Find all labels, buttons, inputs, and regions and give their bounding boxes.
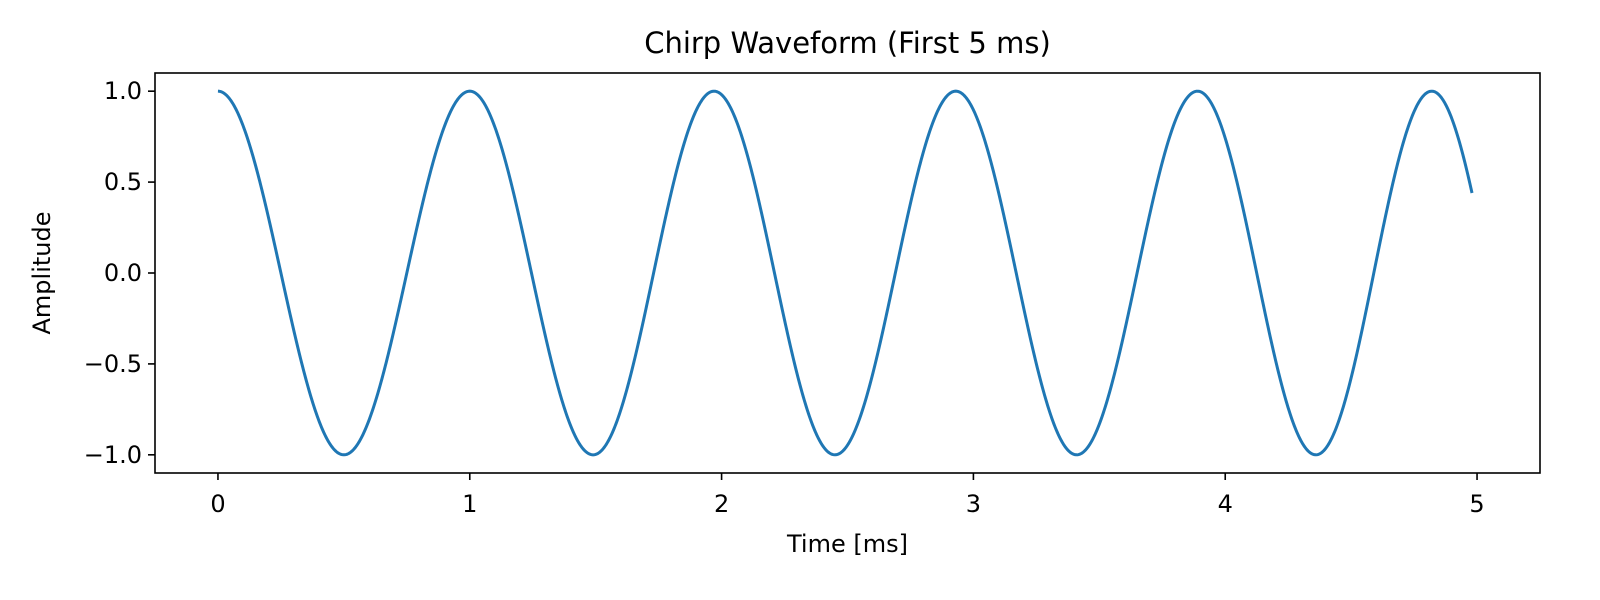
x-axis-label: Time [ms] — [786, 530, 908, 558]
y-tick-label: 0.0 — [104, 259, 142, 287]
y-tick-label: 0.5 — [104, 168, 142, 196]
x-tick-label: 2 — [714, 490, 729, 518]
y-tick-label: −1.0 — [84, 441, 142, 469]
y-axis-ticks: −1.0 −0.5 0.0 0.5 1.0 — [84, 77, 155, 469]
y-tick-label: −0.5 — [84, 350, 142, 378]
chirp-series-line — [217, 89, 1474, 457]
y-axis-label: Amplitude — [28, 212, 56, 335]
x-tick-label: 5 — [1469, 490, 1484, 518]
x-tick-label: 0 — [210, 490, 225, 518]
x-tick-label: 3 — [966, 490, 981, 518]
x-tick-label: 1 — [462, 490, 477, 518]
x-tick-label: 4 — [1218, 490, 1233, 518]
x-axis-ticks: 0 1 2 3 4 5 — [210, 473, 1485, 518]
y-tick-label: 1.0 — [104, 77, 142, 105]
chart-title: Chirp Waveform (First 5 ms) — [644, 26, 1051, 60]
